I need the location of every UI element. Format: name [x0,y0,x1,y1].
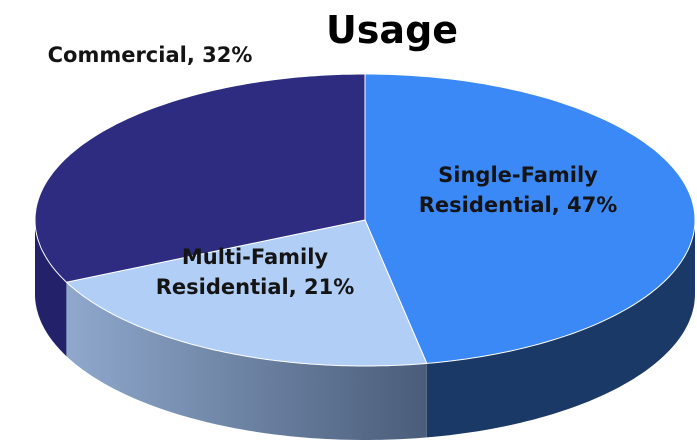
chart-title: Usage [325,8,459,52]
slice-side [426,220,695,438]
slice-side [66,282,427,440]
slice [364,73,696,364]
slice-side [35,220,67,357]
data-label: Multi-Family Residential, 21% [155,245,355,299]
slice [34,73,366,283]
slice [65,219,428,367]
data-label: Commercial, 32% [47,43,253,67]
data-label: Single-Family Residential, 47% [418,163,618,217]
